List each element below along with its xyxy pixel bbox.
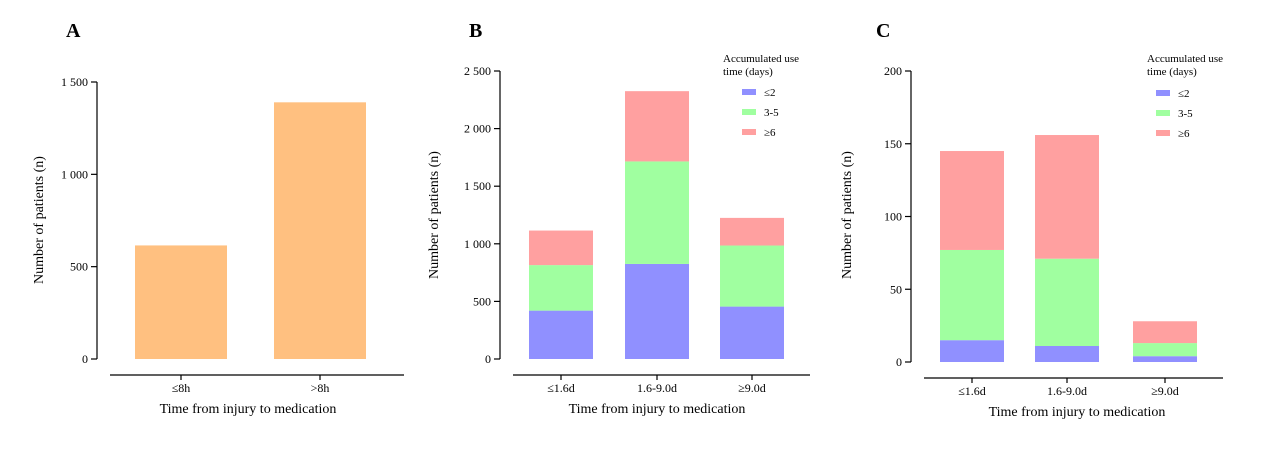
bar-b-cat1-series0: [625, 263, 689, 359]
bar-c-cat0-series1: [940, 249, 1004, 341]
legend-swatch-b-1: [742, 109, 756, 115]
y-tick-label-c-0: 0: [896, 355, 902, 369]
panel-c: C Number of patients (n) Time from injur…: [840, 20, 1223, 420]
x-axis-label-c: Time from injury to medication: [989, 405, 1166, 420]
panel-letter-c: C: [876, 20, 890, 42]
legend-swatch-c-0: [1156, 90, 1170, 96]
legend-label-b-0: ≤2: [764, 87, 776, 99]
x-tick-label-c-0: ≤1.6d: [958, 384, 986, 398]
bar-a-cat1: [274, 102, 366, 360]
legend-title-line-1-b: Accumulated use: [723, 53, 799, 65]
bar-c-cat2-series1: [1133, 343, 1197, 357]
y-tick-label-a-2: 1 000: [61, 167, 88, 181]
y-tick-label-c-3: 150: [884, 137, 902, 151]
bar-a-cat0: [135, 245, 227, 359]
legend-swatch-c-1: [1156, 110, 1170, 116]
panel-letter-b: B: [469, 20, 482, 42]
y-axis-label-b: Number of patients (n): [427, 151, 442, 279]
bar-b-cat1-series1: [625, 161, 689, 264]
y-tick-label-b-1: 500: [473, 294, 491, 308]
bar-c-cat1-series2: [1035, 135, 1099, 259]
x-tick-label-c-2: ≥9.0d: [1151, 384, 1179, 398]
legend-label-b-2: ≥6: [764, 127, 776, 139]
legend-label-c-0: ≤2: [1178, 88, 1190, 100]
bar-b-cat1-series2: [625, 91, 689, 162]
x-tick-label-c-1: 1.6-9.0d: [1047, 384, 1087, 398]
x-axis-label-b: Time from injury to medication: [569, 402, 746, 417]
x-tick-label-b-1: 1.6-9.0d: [637, 381, 677, 395]
legend-swatch-c-2: [1156, 130, 1170, 136]
legend-title-line-2-b: time (days): [723, 66, 773, 78]
bar-c-cat0-series2: [940, 151, 1004, 250]
x-tick-label-b-2: ≥9.0d: [738, 381, 766, 395]
x-axis-label-a: Time from injury to medication: [160, 402, 337, 417]
y-tick-label-c-4: 200: [884, 64, 902, 78]
y-tick-label-b-4: 2 000: [464, 122, 491, 136]
panel-letter-a: A: [66, 20, 81, 42]
bar-c-cat2-series0: [1133, 356, 1197, 362]
y-tick-label-a-3: 1 500: [61, 75, 88, 89]
bar-c-cat1-series0: [1035, 345, 1099, 362]
bar-b-cat2-series0: [720, 306, 784, 359]
panel-a: A Number of patients (n) Time from injur…: [32, 20, 404, 417]
legend-swatch-b-2: [742, 129, 756, 135]
bar-b-cat2-series1: [720, 245, 784, 307]
y-tick-label-b-0: 0: [485, 352, 491, 366]
y-tick-label-b-5: 2 500: [464, 64, 491, 78]
y-tick-label-c-1: 50: [890, 282, 902, 296]
bar-b-cat2-series2: [720, 217, 784, 246]
y-tick-label-b-2: 1 000: [464, 237, 491, 251]
bar-b-cat0-series1: [529, 265, 593, 311]
legend-label-c-1: 3-5: [1178, 108, 1193, 120]
y-axis-label-a: Number of patients (n): [32, 156, 47, 284]
legend-label-b-1: 3-5: [764, 107, 779, 119]
bar-c-cat0-series0: [940, 340, 1004, 362]
legend-label-c-2: ≥6: [1178, 128, 1190, 140]
y-tick-label-a-0: 0: [82, 352, 88, 366]
x-tick-label-b-0: ≤1.6d: [547, 381, 575, 395]
x-tick-label-a-0: ≤8h: [172, 381, 191, 395]
y-axis-label-c: Number of patients (n): [840, 151, 855, 279]
y-tick-label-c-2: 100: [884, 210, 902, 224]
panel-b: B Number of patients (n) Time from injur…: [427, 20, 810, 417]
legend-swatch-b-0: [742, 89, 756, 95]
legend-title-line-1-c: Accumulated use: [1147, 53, 1223, 65]
bar-b-cat0-series0: [529, 310, 593, 359]
x-tick-label-a-1: >8h: [311, 381, 330, 395]
y-tick-label-a-1: 500: [70, 260, 88, 274]
y-tick-label-b-3: 1 500: [464, 179, 491, 193]
legend-title-line-2-c: time (days): [1147, 66, 1197, 78]
bar-c-cat1-series1: [1035, 258, 1099, 346]
bar-c-cat2-series2: [1133, 321, 1197, 344]
bar-b-cat0-series2: [529, 230, 593, 266]
